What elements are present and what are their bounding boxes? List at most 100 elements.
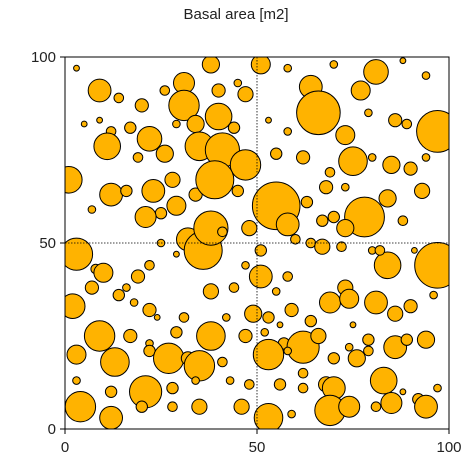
- y-tick-label: 100: [31, 49, 56, 66]
- data-point: [327, 210, 340, 224]
- data-point: [168, 89, 200, 122]
- data-point: [142, 302, 157, 318]
- data-point: [421, 71, 431, 80]
- data-point: [201, 57, 220, 74]
- data-point: [254, 244, 267, 257]
- data-point: [124, 121, 137, 134]
- data-point: [344, 196, 385, 238]
- data-point: [297, 382, 309, 394]
- reference-lines: [65, 57, 449, 429]
- y-tick-label: 0: [48, 421, 56, 438]
- data-point: [382, 155, 401, 174]
- data-point: [336, 241, 347, 252]
- data-point: [363, 345, 374, 357]
- data-point: [362, 333, 375, 346]
- data-point: [411, 247, 418, 254]
- data-point: [403, 161, 418, 176]
- data-point: [399, 57, 407, 65]
- data-point: [238, 328, 253, 344]
- data-point: [273, 378, 287, 391]
- data-point: [296, 90, 341, 136]
- data-point: [166, 381, 179, 395]
- data-point: [416, 330, 436, 349]
- data-point: [252, 338, 285, 371]
- data-point: [104, 385, 118, 398]
- data-point: [134, 98, 149, 113]
- data-point: [144, 260, 155, 271]
- data-point: [347, 349, 366, 368]
- data-point: [231, 184, 245, 198]
- data-point: [414, 394, 438, 419]
- data-point: [253, 403, 284, 429]
- x-tick-label: 50: [249, 439, 266, 456]
- data-point: [233, 398, 250, 415]
- data-point: [172, 119, 181, 129]
- data-point: [112, 288, 126, 302]
- data-point: [130, 269, 146, 284]
- data-point: [374, 245, 386, 256]
- data-point: [225, 376, 235, 385]
- data-point: [99, 182, 123, 207]
- data-point: [191, 376, 200, 385]
- data-point: [344, 342, 354, 352]
- data-point: [414, 242, 449, 289]
- data-point: [141, 179, 166, 203]
- y-tick-label: 50: [39, 235, 56, 252]
- data-point: [324, 167, 336, 178]
- data-point: [65, 166, 83, 194]
- data-point: [414, 182, 431, 199]
- data-point: [237, 86, 254, 103]
- data-point: [262, 311, 275, 324]
- data-point: [319, 180, 334, 195]
- data-point: [388, 113, 403, 128]
- data-point: [136, 126, 163, 152]
- data-point: [260, 328, 270, 337]
- data-point: [193, 210, 229, 246]
- data-point: [132, 152, 144, 163]
- data-point: [73, 64, 80, 72]
- data-point: [339, 288, 360, 309]
- data-point: [327, 352, 340, 365]
- data-point: [154, 207, 168, 220]
- data-point: [153, 314, 161, 321]
- data-point: [248, 264, 273, 289]
- data-point: [65, 293, 86, 319]
- x-tick-label: 0: [61, 439, 69, 456]
- data-point: [297, 367, 309, 379]
- data-point: [99, 405, 123, 429]
- data-point: [120, 184, 133, 198]
- data-point: [378, 189, 397, 208]
- data-point: [233, 78, 243, 88]
- data-point: [87, 78, 112, 103]
- data-point: [228, 282, 240, 293]
- data-point: [244, 379, 255, 390]
- data-point: [196, 321, 226, 351]
- data-point: [364, 290, 388, 315]
- data-point: [270, 147, 283, 160]
- data-point: [211, 83, 226, 98]
- data-point: [241, 261, 250, 270]
- data-point: [135, 400, 149, 413]
- data-point: [370, 401, 382, 413]
- data-point: [338, 146, 368, 176]
- data-point: [222, 313, 231, 322]
- axis-ticks: 0 50 100 0 50 100: [31, 49, 462, 456]
- data-point: [310, 327, 327, 345]
- data-point: [265, 116, 272, 124]
- data-point: [369, 366, 398, 395]
- data-point: [304, 314, 317, 328]
- data-point: [191, 398, 208, 415]
- data-point: [100, 347, 130, 377]
- data-point: [217, 356, 228, 368]
- data-point: [166, 195, 187, 216]
- data-point: [170, 326, 183, 339]
- data-point: [403, 299, 418, 314]
- data-point: [113, 92, 125, 104]
- data-point: [338, 395, 361, 418]
- data-point: [336, 219, 355, 238]
- data-point: [183, 350, 216, 382]
- data-point: [314, 238, 331, 255]
- data-point: [364, 108, 373, 118]
- data-point: [429, 290, 438, 300]
